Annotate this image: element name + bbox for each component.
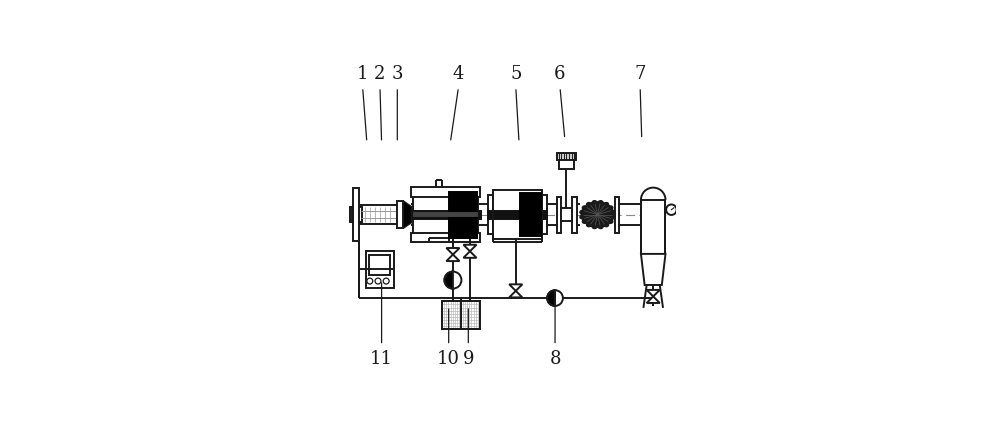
Polygon shape bbox=[647, 290, 660, 297]
Circle shape bbox=[375, 278, 381, 284]
Polygon shape bbox=[641, 254, 665, 285]
Bar bbox=[349, 207, 353, 222]
Bar bbox=[559, 159, 574, 169]
Bar bbox=[353, 188, 359, 241]
Text: 11: 11 bbox=[370, 350, 393, 368]
Bar bbox=[358, 207, 362, 222]
Text: 10: 10 bbox=[437, 350, 460, 368]
Bar bbox=[557, 153, 576, 160]
Polygon shape bbox=[647, 297, 660, 303]
Circle shape bbox=[367, 278, 373, 284]
Text: 8: 8 bbox=[549, 350, 561, 368]
Bar bbox=[641, 200, 665, 254]
Bar bbox=[488, 195, 493, 234]
Polygon shape bbox=[580, 201, 615, 229]
Text: 1: 1 bbox=[357, 65, 368, 83]
Bar bbox=[542, 195, 547, 234]
Bar bbox=[488, 211, 547, 218]
Bar bbox=[361, 205, 399, 224]
Polygon shape bbox=[509, 291, 522, 298]
Polygon shape bbox=[463, 245, 477, 251]
Text: 6: 6 bbox=[554, 65, 566, 83]
Text: 4: 4 bbox=[453, 65, 464, 83]
Bar bbox=[366, 251, 394, 288]
Polygon shape bbox=[509, 284, 522, 291]
Bar bbox=[493, 190, 542, 239]
Bar bbox=[557, 197, 561, 232]
Text: 7: 7 bbox=[634, 65, 646, 83]
Bar bbox=[369, 255, 390, 275]
Circle shape bbox=[444, 272, 461, 289]
Circle shape bbox=[383, 278, 389, 284]
Text: 3: 3 bbox=[392, 65, 403, 83]
Bar bbox=[442, 301, 480, 329]
Bar bbox=[561, 208, 572, 221]
Wedge shape bbox=[547, 290, 555, 306]
Bar bbox=[615, 197, 619, 232]
Text: 9: 9 bbox=[463, 350, 474, 368]
Bar bbox=[411, 232, 480, 242]
Bar bbox=[397, 201, 403, 228]
Bar bbox=[520, 193, 541, 236]
Bar bbox=[411, 187, 480, 197]
Bar bbox=[413, 188, 478, 241]
Text: 5: 5 bbox=[510, 65, 521, 83]
Bar bbox=[572, 197, 577, 232]
Circle shape bbox=[666, 204, 677, 215]
Bar bbox=[414, 213, 477, 216]
Bar bbox=[409, 211, 481, 218]
Bar bbox=[449, 192, 477, 238]
Polygon shape bbox=[446, 248, 459, 255]
Polygon shape bbox=[446, 255, 459, 261]
Polygon shape bbox=[463, 251, 477, 258]
Text: 2: 2 bbox=[374, 65, 386, 83]
Wedge shape bbox=[444, 272, 453, 289]
Polygon shape bbox=[403, 201, 411, 228]
Circle shape bbox=[547, 290, 563, 306]
Bar bbox=[442, 301, 480, 329]
